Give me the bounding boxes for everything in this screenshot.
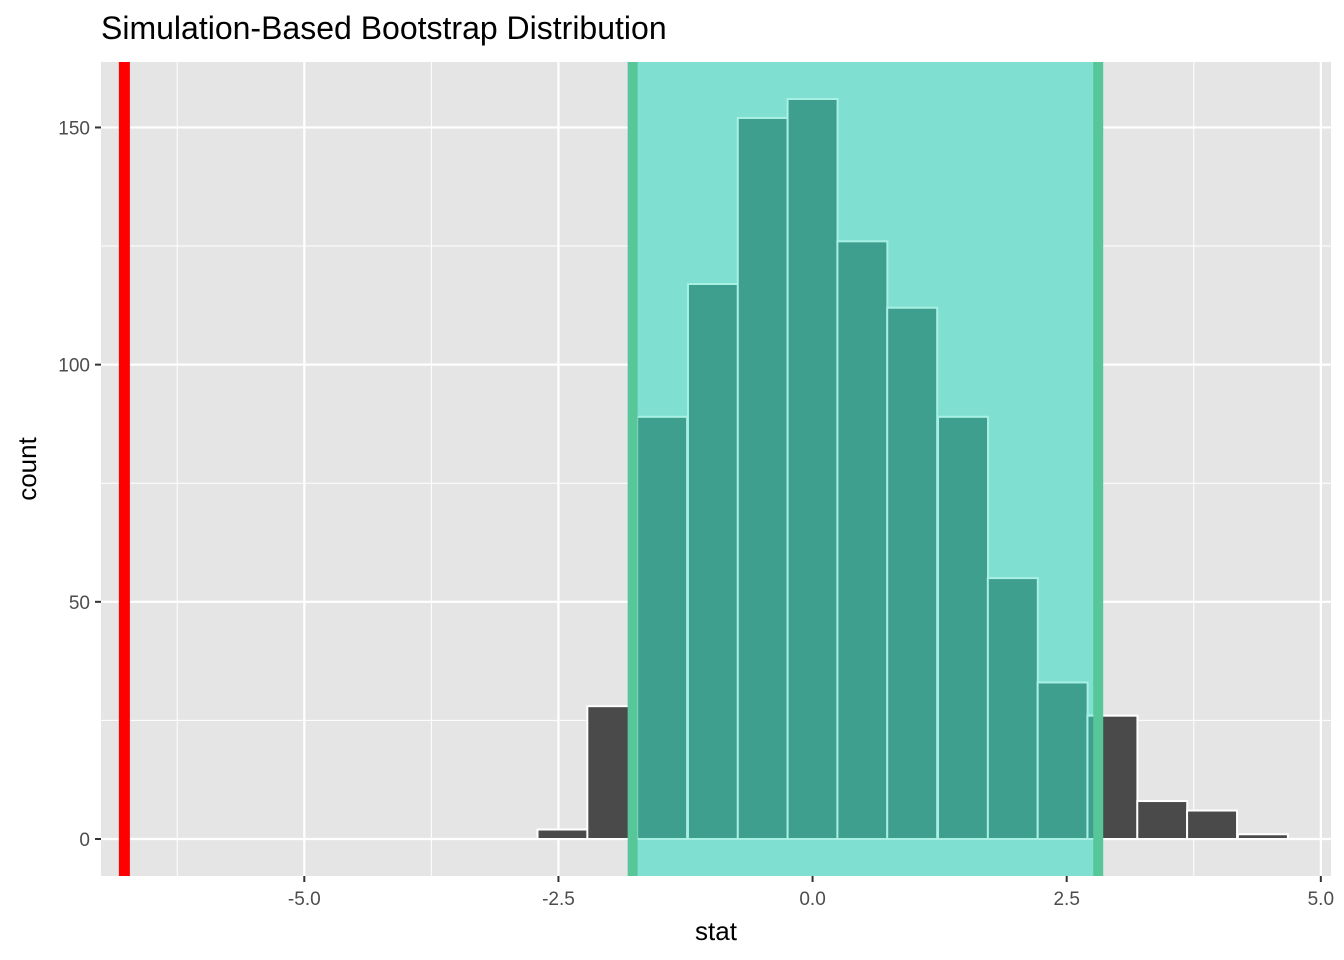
y-axis: 0 50 100 150 xyxy=(58,118,101,851)
histogram-bar xyxy=(1136,800,1189,840)
histogram-bar xyxy=(937,415,990,840)
x-axis: -5.0 -2.5 0.0 2.5 5.0 xyxy=(288,876,1334,910)
histogram-bar xyxy=(836,240,889,841)
histogram-bar xyxy=(1236,833,1289,840)
x-tick-label: 0.0 xyxy=(799,889,825,910)
x-tick-label: -2.5 xyxy=(542,889,575,910)
histogram-bar xyxy=(686,283,739,840)
chart-title: Simulation-Based Bootstrap Distribution xyxy=(101,10,667,46)
x-axis-title: stat xyxy=(695,916,738,946)
histogram-bar xyxy=(1036,681,1089,841)
y-tick-label: 50 xyxy=(69,593,90,614)
x-tick-label: 2.5 xyxy=(1053,889,1079,910)
y-tick-label: 0 xyxy=(79,830,90,851)
histogram-bar xyxy=(736,116,789,840)
x-tick-label: -5.0 xyxy=(288,889,321,910)
histogram-bars xyxy=(536,98,1289,841)
histogram-bar xyxy=(886,306,939,840)
histogram-bar xyxy=(636,415,689,840)
y-tick-label: 150 xyxy=(58,118,90,139)
x-tick-label: 5.0 xyxy=(1308,889,1334,910)
y-tick-label: 100 xyxy=(58,356,90,377)
histogram-bar xyxy=(1186,809,1239,840)
histogram-bar xyxy=(986,577,1039,840)
histogram-bar xyxy=(786,98,839,840)
y-axis-title: count xyxy=(12,436,42,500)
histogram-bar xyxy=(536,828,589,840)
